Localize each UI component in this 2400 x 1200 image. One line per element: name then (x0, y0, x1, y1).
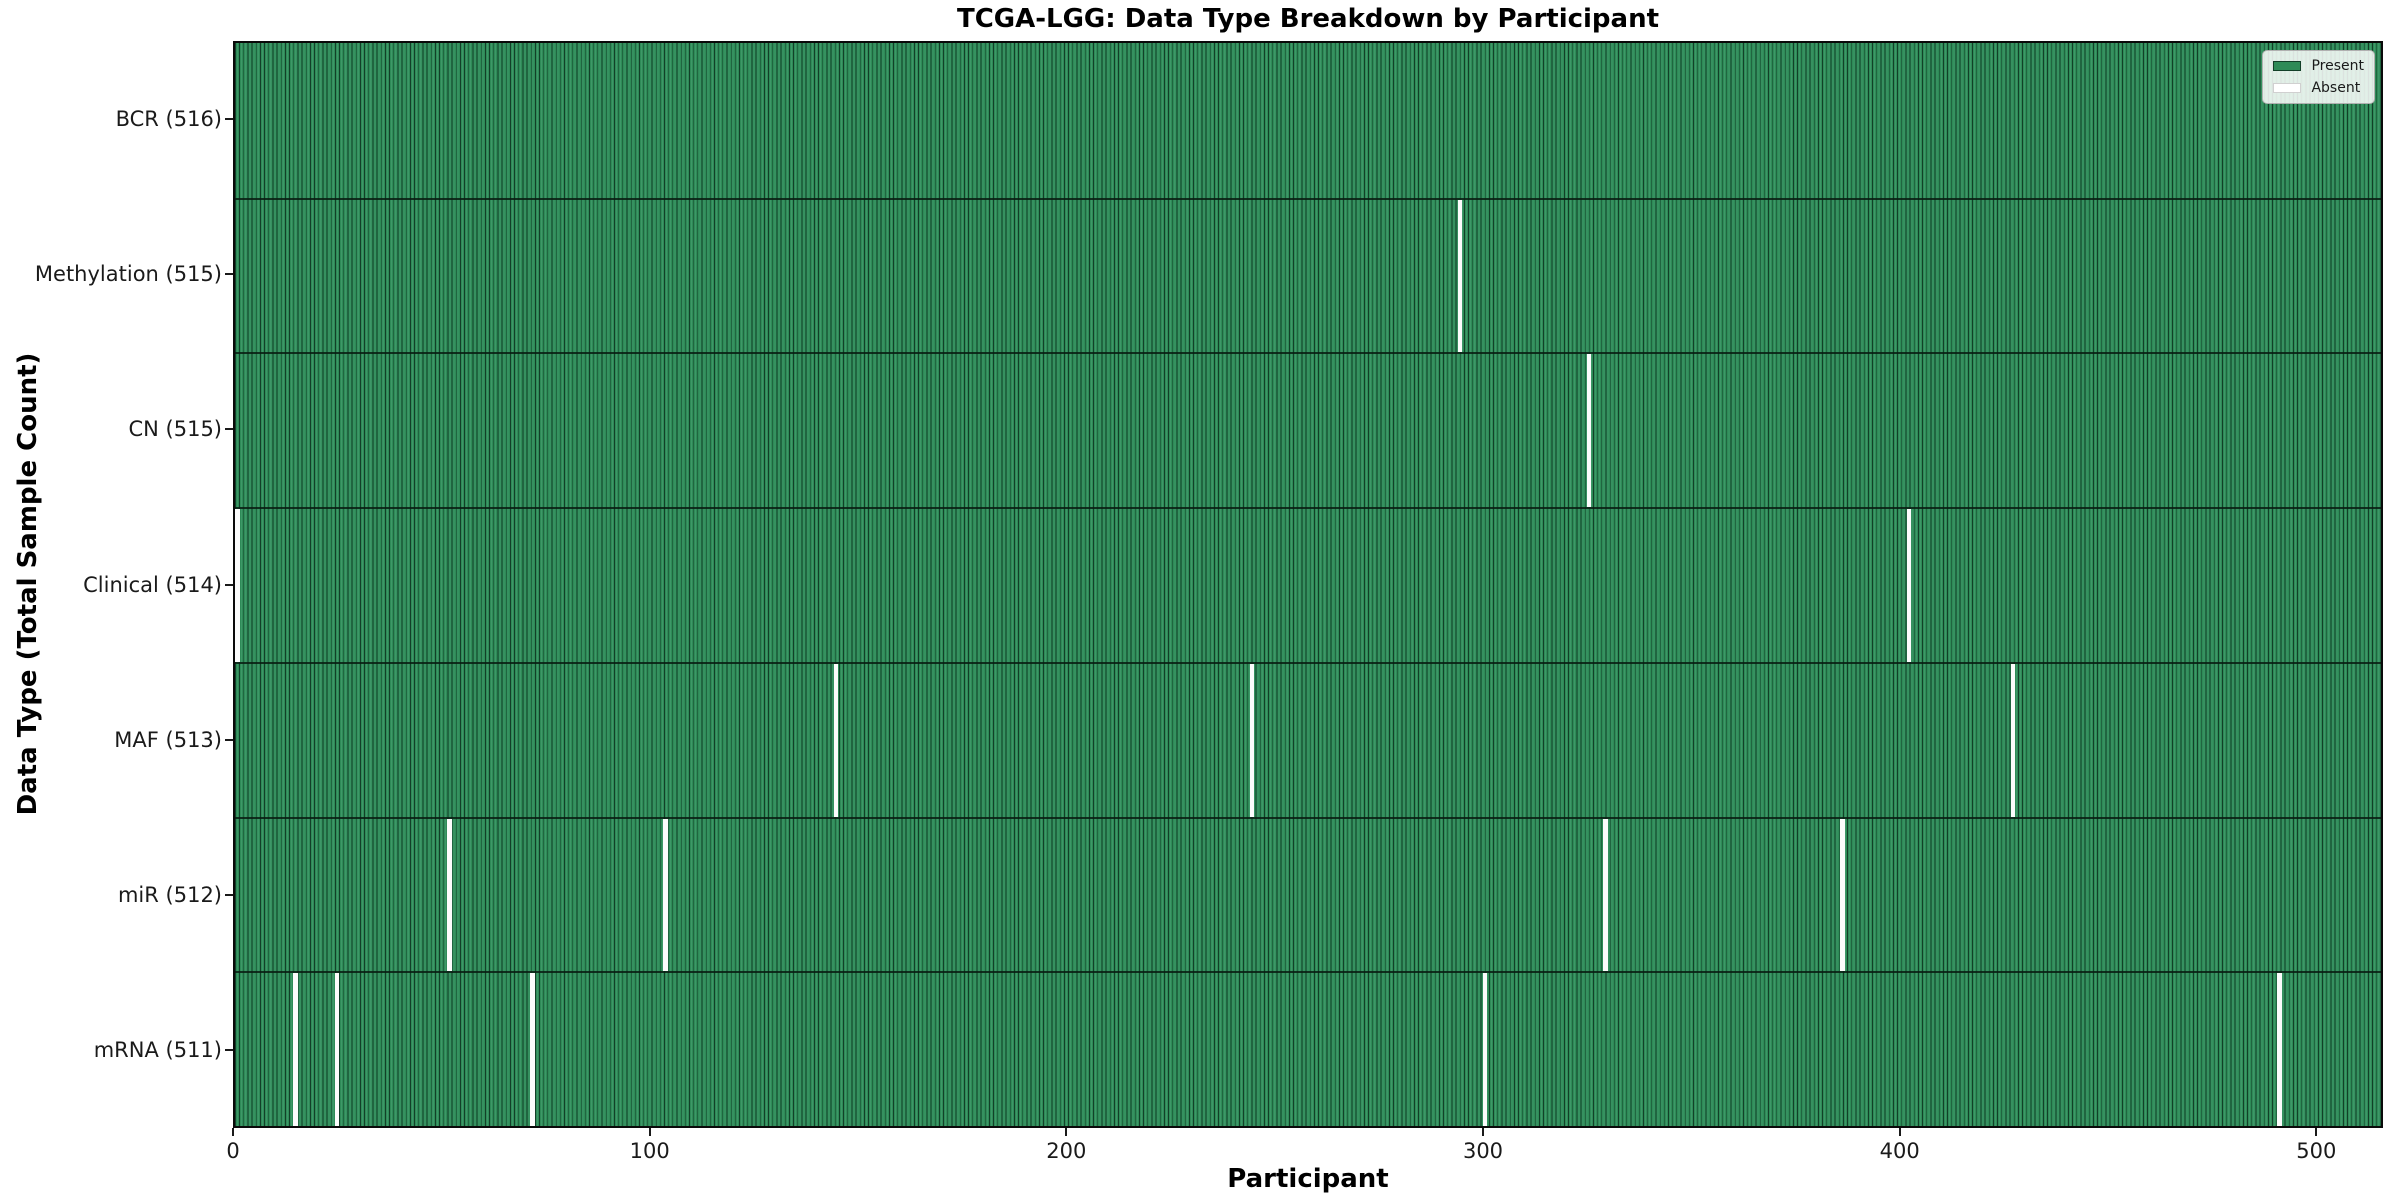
absent-gap (334, 973, 340, 1126)
y-tick-label-methylation: Methylation (515) (34, 261, 222, 286)
absent-gap (293, 973, 298, 1126)
absent-gap (1906, 509, 1912, 662)
absent-gap (1249, 663, 1255, 817)
x-tick-mark (232, 1128, 234, 1136)
absent-gap (663, 818, 668, 972)
absent-gap (1457, 199, 1463, 353)
y-tick-label-mrna: mRNA (511) (93, 1038, 222, 1063)
x-tick-label: 0 (226, 1139, 240, 1163)
x-tick-label: 500 (2296, 1139, 2337, 1163)
absent-gap (1482, 973, 1488, 1126)
x-axis-label: Participant (1227, 1164, 1389, 1194)
x-tick-label: 200 (1046, 1139, 1087, 1163)
y-tick-mark (225, 738, 233, 741)
x-tick-label: 400 (1879, 1139, 1920, 1163)
absent-gap (1840, 818, 1845, 972)
row-band-mrna (235, 971, 2381, 1126)
row-band-cn (235, 352, 2381, 508)
y-tick-mark (225, 894, 233, 897)
absent-gap (1603, 818, 1608, 972)
y-tick-label-mir: miR (512) (117, 883, 222, 908)
absent-gap (530, 973, 535, 1126)
legend-item-present: Present (2273, 58, 2364, 74)
x-tick-label: 100 (629, 1139, 670, 1163)
absent-gap (1586, 354, 1592, 508)
x-tick-mark (648, 1128, 651, 1136)
y-tick-label-clinical: Clinical (514) (83, 572, 222, 597)
legend-absent-swatch (2273, 83, 2302, 93)
y-tick-label-bcr: BCR (516) (115, 106, 222, 131)
row-bands (235, 43, 2381, 1126)
x-tick-mark (1482, 1128, 1484, 1136)
x-tick-mark (2315, 1128, 2318, 1136)
row-band-bcr (235, 43, 2381, 198)
y-tick-label-maf: MAF (513) (114, 727, 222, 752)
absent-gap (2277, 973, 2282, 1126)
row-band-clinical (235, 507, 2381, 662)
y-tick-mark (225, 583, 233, 586)
y-tick-mark (225, 117, 233, 120)
plot-area: Present Absent (233, 41, 2383, 1128)
x-tick-mark (1898, 1128, 1901, 1136)
absent-gap (833, 663, 839, 817)
y-tick-mark (225, 272, 233, 275)
y-tick-mark (225, 428, 233, 431)
absent-gap (235, 509, 240, 662)
x-tick-label: 300 (1462, 1139, 1504, 1163)
legend: Present Absent (2262, 50, 2375, 104)
y-tick-label-cn: CN (515) (128, 417, 222, 442)
legend-absent-label: Absent (2311, 80, 2361, 96)
absent-gap (447, 818, 452, 972)
legend-item-absent: Absent (2273, 80, 2364, 96)
y-tick-mark (225, 1049, 233, 1052)
row-band-mir (235, 816, 2381, 972)
row-band-maf (235, 661, 2381, 817)
absent-gap (2010, 663, 2016, 817)
legend-present-label: Present (2311, 58, 2364, 74)
row-band-methylation (235, 197, 2381, 353)
x-tick-mark (1065, 1128, 1068, 1136)
legend-present-swatch (2273, 61, 2302, 71)
chart-title: TCGA-LGG: Data Type Breakdown by Partici… (956, 4, 1660, 34)
